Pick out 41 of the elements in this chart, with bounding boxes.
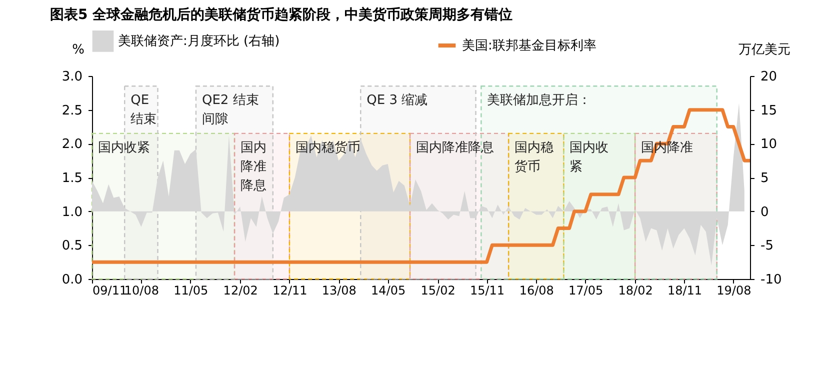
x-tick-label: 15/11 [470, 284, 505, 298]
y-tick-label: 2.5 [62, 103, 82, 118]
legend-label: 美联储资产:月度环比 (右轴) [118, 33, 280, 50]
band-label: 国内降准降息 [416, 140, 494, 156]
y-tick-label: 0.0 [62, 272, 82, 288]
y2-tick-label: 10 [760, 137, 778, 152]
y-tick-label: 3.0 [62, 70, 82, 84]
y2-tick-label: 0 [760, 204, 769, 220]
y-axis-title: % [72, 42, 84, 58]
band-label: 国内稳货币 [514, 140, 554, 174]
x-tick-label: 18/02 [618, 284, 653, 298]
band-label: QE结束 [130, 93, 157, 128]
y2-tick-label: 20 [760, 70, 778, 84]
y-tick-label: 2.0 [62, 137, 82, 152]
y2-tick-label: -10 [760, 272, 782, 288]
y2-tick-label: 5 [760, 171, 769, 186]
y-tick-label: 0.5 [62, 238, 82, 254]
y-tick-label: 1.5 [62, 171, 82, 186]
y-tick-label: 1.0 [62, 204, 82, 220]
band-label: 国内稳货币 [295, 140, 360, 156]
legend-label: 美国:联邦基金目标利率 [462, 38, 596, 54]
band-label: 国内降准降息 [240, 140, 267, 194]
x-tick-label: 15/02 [420, 284, 456, 298]
x-tick-label: 13/08 [322, 284, 356, 298]
x-tick-label: 11/05 [174, 284, 208, 298]
y2-tick-label: 15 [760, 103, 778, 118]
band-label: QE 3 缩减 [366, 93, 428, 108]
x-tick-label: 16/08 [519, 284, 554, 298]
band-label: 国内收紧 [570, 140, 609, 174]
chart-title: 图表5 全球金融危机后的美联储货币趋紧阶段，中美货币政策周期多有错位 [50, 6, 513, 23]
x-tick-label: 12/02 [223, 284, 258, 298]
x-tick-label: 12/11 [272, 284, 308, 298]
band-label: 国内收紧 [98, 140, 150, 156]
x-tick-label: 18/11 [667, 284, 702, 298]
x-tick-label: 19/08 [716, 284, 752, 298]
band-label: 美联储加息开启： [487, 92, 592, 108]
x-tick-label: 14/05 [371, 284, 406, 298]
y2-tick-label: -5 [760, 238, 774, 254]
y2-axis-title: 万亿美元 [738, 42, 790, 58]
x-tick-label: 17/05 [568, 284, 604, 298]
band-label: QE2 结束间隙 [202, 93, 259, 128]
